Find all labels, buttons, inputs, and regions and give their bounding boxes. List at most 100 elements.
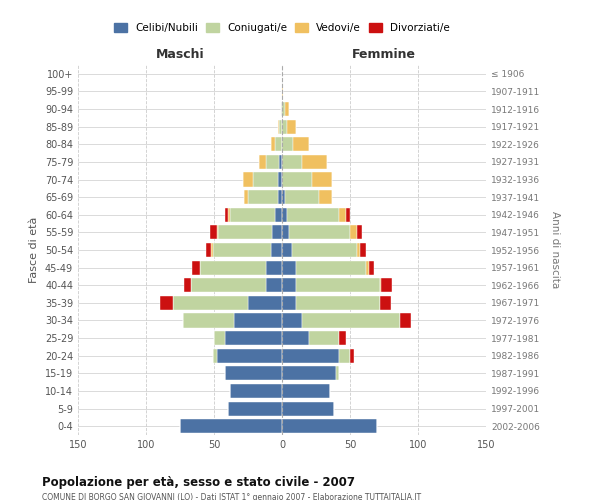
Bar [180, 419, 282, 433]
Bar [248, 296, 282, 310]
Bar [285, 190, 319, 204]
Bar [282, 331, 309, 345]
Bar [287, 120, 296, 134]
Bar [225, 331, 282, 345]
Bar [278, 172, 282, 186]
Bar [289, 226, 350, 239]
Bar [214, 331, 225, 345]
Bar [230, 384, 282, 398]
Bar [282, 155, 302, 169]
Bar [160, 296, 173, 310]
Bar [244, 190, 248, 204]
Bar [369, 260, 374, 274]
Bar [339, 208, 346, 222]
Bar [282, 137, 293, 152]
Bar [173, 296, 248, 310]
Bar [292, 243, 357, 257]
Bar [296, 260, 367, 274]
Bar [212, 348, 217, 363]
Bar [282, 402, 334, 415]
Bar [191, 278, 266, 292]
Bar [282, 348, 339, 363]
Bar [282, 366, 337, 380]
Bar [248, 190, 278, 204]
Bar [272, 226, 282, 239]
Bar [266, 155, 279, 169]
Bar [279, 120, 282, 134]
Bar [282, 190, 285, 204]
Bar [380, 278, 381, 292]
Bar [278, 190, 282, 204]
Bar [184, 278, 191, 292]
Bar [282, 172, 312, 186]
Bar [312, 172, 332, 186]
Bar [259, 155, 266, 169]
Bar [381, 278, 392, 292]
Bar [357, 226, 362, 239]
Bar [282, 260, 296, 274]
Bar [287, 208, 339, 222]
Bar [282, 120, 287, 134]
Bar [282, 84, 283, 98]
Text: Femmine: Femmine [352, 48, 416, 62]
Bar [235, 314, 282, 328]
Bar [346, 208, 350, 222]
Bar [212, 243, 271, 257]
Bar [211, 243, 212, 257]
Bar [217, 226, 218, 239]
Text: Maschi: Maschi [155, 48, 205, 62]
Bar [359, 243, 367, 257]
Bar [309, 331, 339, 345]
Bar [282, 243, 292, 257]
Bar [339, 348, 350, 363]
Bar [282, 102, 285, 116]
Bar [282, 208, 287, 222]
Bar [282, 226, 289, 239]
Bar [206, 243, 211, 257]
Bar [302, 155, 327, 169]
Bar [282, 419, 377, 433]
Bar [218, 226, 272, 239]
Bar [302, 314, 400, 328]
Bar [282, 296, 296, 310]
Bar [278, 120, 279, 134]
Bar [217, 348, 282, 363]
Bar [266, 278, 282, 292]
Bar [293, 137, 309, 152]
Bar [227, 402, 282, 415]
Bar [296, 296, 380, 310]
Bar [225, 208, 227, 222]
Y-axis label: Anni di nascita: Anni di nascita [550, 212, 560, 288]
Bar [285, 102, 289, 116]
Bar [296, 278, 380, 292]
Bar [282, 278, 296, 292]
Bar [275, 137, 282, 152]
Bar [192, 260, 200, 274]
Bar [337, 366, 339, 380]
Bar [380, 296, 391, 310]
Bar [367, 260, 369, 274]
Text: COMUNE DI BORGO SAN GIOVANNI (LO) - Dati ISTAT 1° gennaio 2007 - Elaborazione TU: COMUNE DI BORGO SAN GIOVANNI (LO) - Dati… [42, 494, 421, 500]
Bar [350, 226, 357, 239]
Bar [339, 331, 346, 345]
Bar [400, 314, 411, 328]
Bar [230, 208, 275, 222]
Bar [253, 172, 278, 186]
Bar [350, 348, 354, 363]
Bar [227, 208, 230, 222]
Text: Popolazione per età, sesso e stato civile - 2007: Popolazione per età, sesso e stato civil… [42, 476, 355, 489]
Bar [357, 243, 359, 257]
Bar [271, 137, 275, 152]
Bar [281, 102, 282, 116]
Bar [282, 384, 329, 398]
Bar [282, 314, 302, 328]
Bar [275, 208, 282, 222]
Bar [242, 172, 253, 186]
Bar [266, 260, 282, 274]
Y-axis label: Fasce di età: Fasce di età [29, 217, 39, 283]
Bar [271, 243, 282, 257]
Bar [225, 366, 282, 380]
Bar [210, 226, 217, 239]
Legend: Celibi/Nubili, Coniugati/e, Vedovi/e, Divorziati/e: Celibi/Nubili, Coniugati/e, Vedovi/e, Di… [110, 18, 454, 37]
Bar [183, 314, 235, 328]
